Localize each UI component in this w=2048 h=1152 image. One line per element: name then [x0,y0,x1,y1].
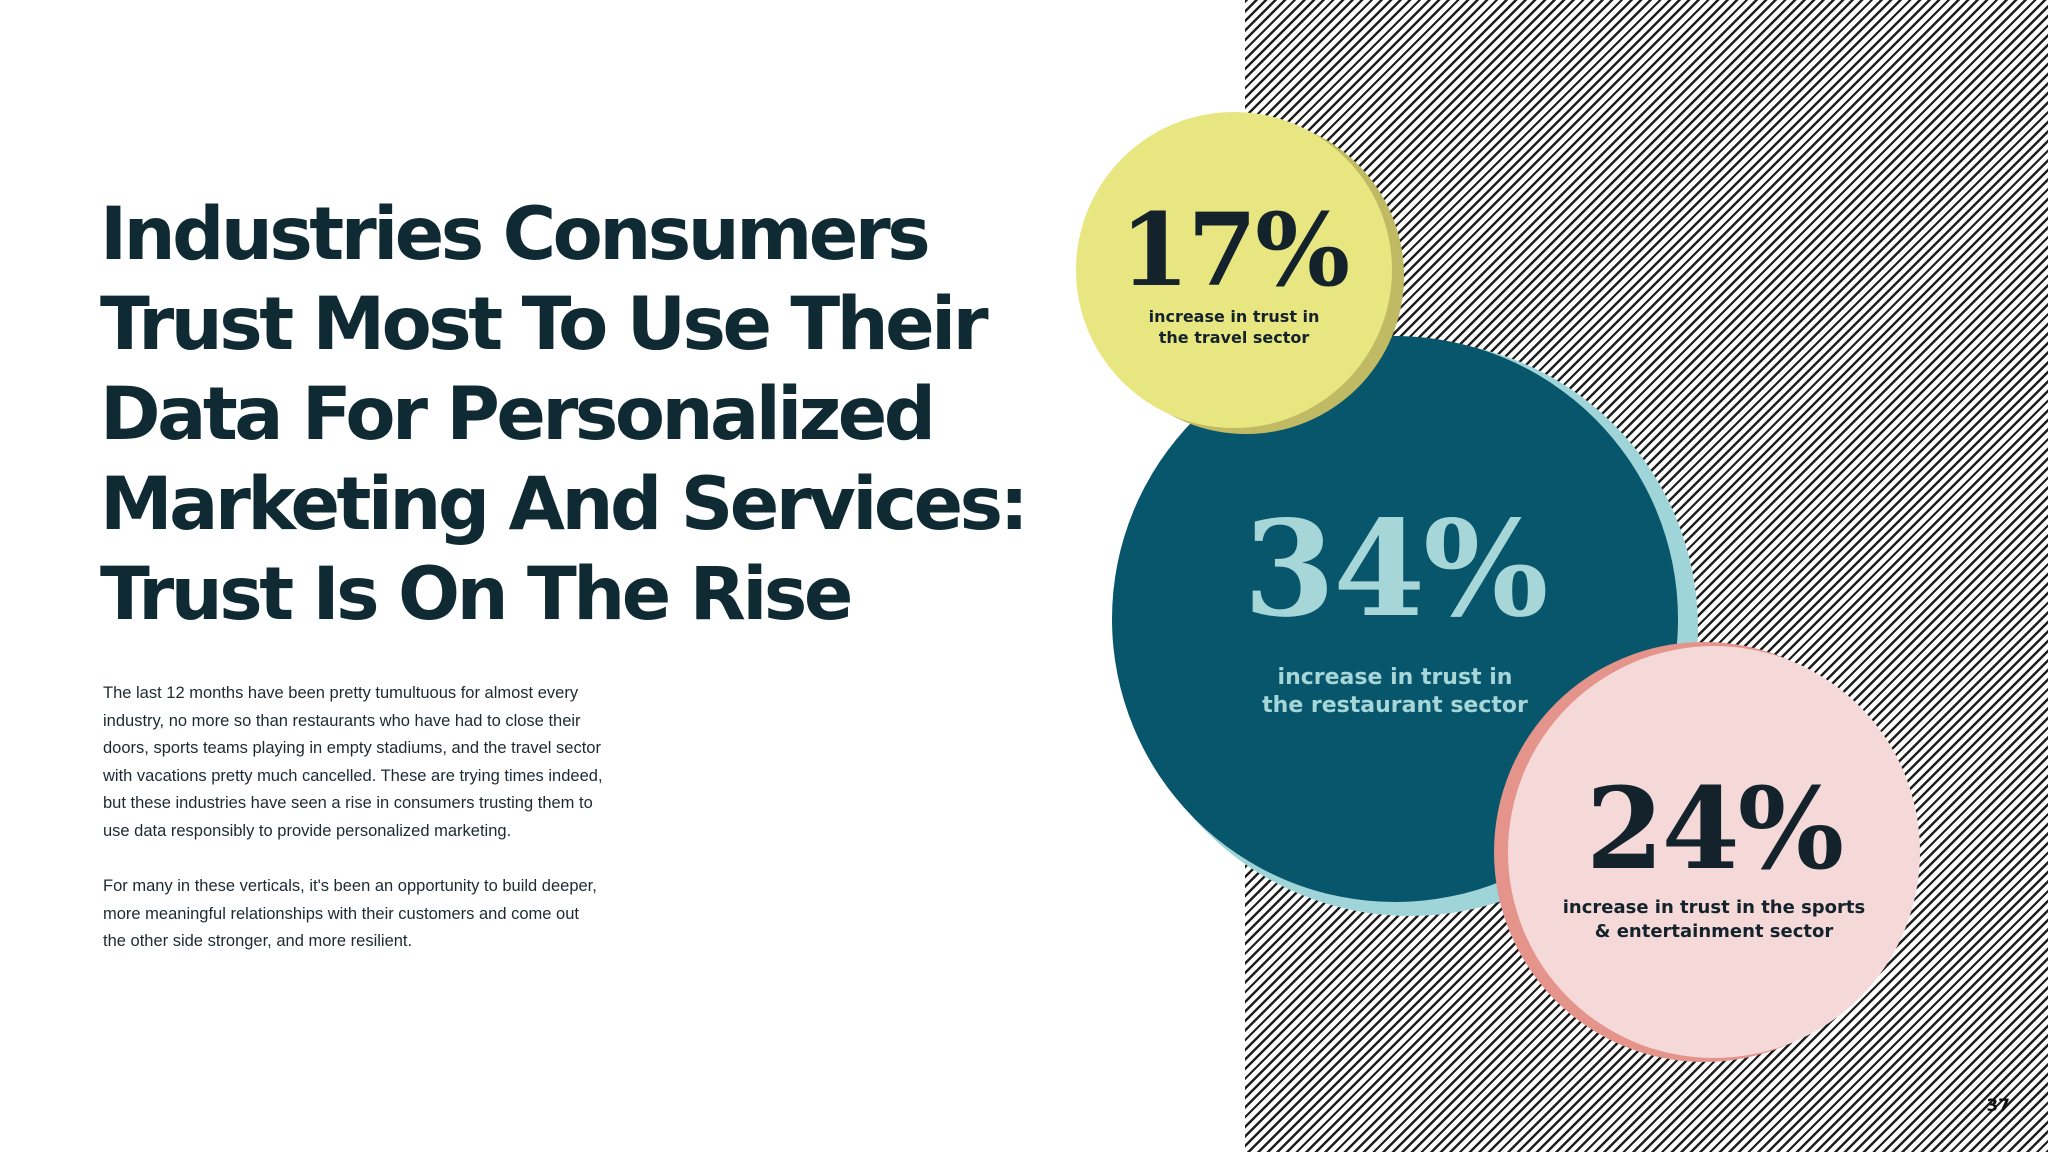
stat-label-line: increase in trust in [1277,665,1513,690]
sports-stat-label: increase in trust in the sports & entert… [1508,896,1920,944]
stat-label-line: increase in trust in the sports [1562,897,1866,918]
stat-label-line: the restaurant sector [1262,693,1528,718]
travel-stat-label: increase in trust in the travel sector [1076,306,1392,348]
title-line: Industries Consumers [100,192,931,277]
title-line: Trust Is On The Rise [100,552,853,637]
travel-stat-circle: 17% increase in trust in the travel sect… [1076,112,1392,428]
body-line: use data responsibly to provide personal… [103,821,512,840]
restaurant-stat-value: 34% [1243,492,1548,647]
stat-label-line: & entertainment sector [1594,921,1834,942]
body-line: doors, sports teams playing in empty sta… [103,739,601,758]
page-number: 37 [1986,1096,2010,1116]
body-line: more meaningful relationships with their… [103,904,579,923]
body-paragraph-2: For many in these verticals, it's been a… [103,873,663,956]
body-text: The last 12 months have been pretty tumu… [103,680,663,984]
title-line: Data For Personalized [100,372,936,457]
page-title: Industries Consumers Trust Most To Use T… [100,190,1060,640]
sports-stat-circle: 24% increase in trust in the sports & en… [1508,646,1920,1058]
body-line: The last 12 months have been pretty tumu… [103,684,579,702]
title-line: Trust Most To Use Their [100,282,989,367]
body-line: the other side stronger, and more resili… [103,932,413,951]
sports-stat-value: 24% [1585,764,1844,895]
body-line: but these industries have seen a rise in… [103,794,593,813]
body-paragraph-1: The last 12 months have been pretty tumu… [103,680,663,846]
restaurant-stat-label: increase in trust in the restaurant sect… [1112,664,1678,720]
body-line: industry, no more so than restaurants wh… [103,711,581,730]
body-line: with vacations pretty much cancelled. Th… [103,766,603,785]
body-line: For many in these verticals, it's been a… [103,877,597,896]
title-line: Marketing And Services: [100,462,1029,547]
travel-stat-value: 17% [1119,191,1350,309]
stat-label-line: the travel sector [1158,328,1310,347]
stat-label-line: increase in trust in [1148,307,1320,326]
